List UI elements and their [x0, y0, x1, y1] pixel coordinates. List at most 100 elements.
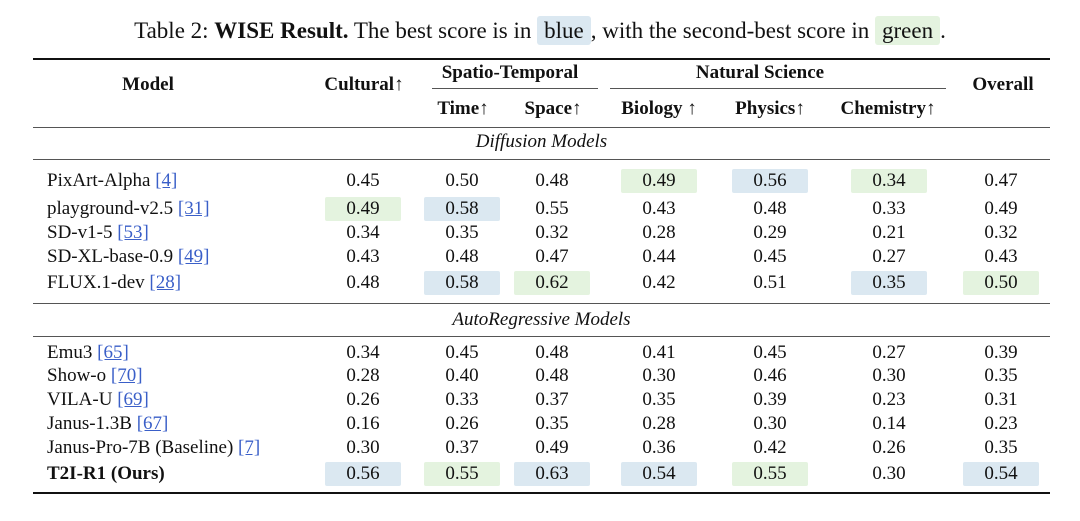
score-biology: 0.43: [642, 198, 676, 219]
score-overall: 0.54: [963, 462, 1039, 486]
score-physics: 0.39: [753, 389, 787, 410]
score-overall: 0.49: [984, 198, 1018, 219]
caption-title: WISE Result.: [214, 18, 349, 43]
model-label: Emu3: [47, 342, 98, 363]
natural-science-rule: [610, 88, 946, 89]
score-overall: 0.23: [984, 413, 1018, 434]
citation-link[interactable]: [67]: [136, 413, 169, 434]
top-rule: [33, 58, 1050, 60]
score-biology: 0.44: [642, 246, 676, 267]
score-chemistry: 0.14: [872, 413, 906, 434]
table-caption: Table 2: WISE Result. The best score is …: [0, 14, 1080, 48]
score-overall: 0.47: [984, 170, 1018, 191]
score-space: 0.48: [535, 365, 569, 386]
score-time: 0.40: [445, 365, 479, 386]
score-chemistry: 0.21: [872, 222, 906, 243]
score-physics: 0.48: [753, 198, 787, 219]
score-overall: 0.43: [984, 246, 1018, 267]
score-overall: 0.32: [984, 222, 1018, 243]
score-biology: 0.35: [642, 389, 676, 410]
spatio-temporal-rule: [432, 88, 598, 89]
score-physics: 0.30: [753, 413, 787, 434]
model-name: Janus-Pro-7B (Baseline) [7]: [47, 437, 260, 459]
citation-link[interactable]: [53]: [117, 222, 149, 243]
score-overall: 0.35: [984, 437, 1018, 458]
score-time: 0.37: [445, 437, 479, 458]
section-diffusion: Diffusion Models: [475, 131, 608, 152]
score-biology: 0.42: [642, 272, 676, 293]
header-cultural: Cultural↑: [324, 74, 404, 95]
score-time: 0.55: [424, 462, 500, 486]
score-cultural: 0.28: [346, 365, 380, 386]
score-physics: 0.56: [732, 169, 808, 193]
score-space: 0.35: [535, 413, 569, 434]
score-physics: 0.42: [753, 437, 787, 458]
citation-link[interactable]: [65]: [97, 342, 129, 363]
score-time: 0.45: [445, 342, 479, 363]
score-physics: 0.55: [732, 462, 808, 486]
caption-text-1: The best score is in: [348, 18, 538, 43]
score-cultural: 0.49: [325, 197, 401, 221]
score-chemistry: 0.35: [851, 271, 927, 295]
score-physics: 0.45: [753, 342, 787, 363]
model-label: Janus-Pro-7B (Baseline): [47, 437, 239, 458]
score-cultural: 0.34: [346, 222, 380, 243]
score-chemistry: 0.30: [872, 463, 906, 484]
score-overall: 0.35: [984, 365, 1018, 386]
score-time: 0.50: [445, 170, 479, 191]
citation-link[interactable]: [4]: [155, 170, 178, 191]
score-chemistry: 0.33: [872, 198, 906, 219]
citation-link[interactable]: [28]: [149, 272, 182, 293]
model-label: Janus-1.3B: [47, 413, 137, 434]
score-chemistry: 0.30: [872, 365, 906, 386]
header-rule: [33, 127, 1050, 128]
score-cultural: 0.56: [325, 462, 401, 486]
score-space: 0.37: [535, 389, 569, 410]
section-autoregressive: AutoRegressive Models: [452, 309, 631, 330]
citation-link[interactable]: [70]: [110, 365, 143, 386]
score-space: 0.48: [535, 170, 569, 191]
model-name: Show-o [70]: [47, 365, 143, 387]
score-biology: 0.28: [642, 413, 676, 434]
score-cultural: 0.43: [346, 246, 380, 267]
score-time: 0.58: [424, 197, 500, 221]
model-label: playground-v2.5: [47, 198, 178, 219]
score-physics: 0.29: [753, 222, 787, 243]
score-chemistry: 0.23: [872, 389, 906, 410]
score-space: 0.47: [535, 246, 569, 267]
autoregressive-rule: [33, 336, 1050, 337]
model-name: SD-XL-base-0.9 [49]: [47, 246, 210, 268]
score-physics: 0.51: [753, 272, 787, 293]
model-label: SD-v1-5: [47, 222, 118, 243]
score-space: 0.49: [535, 437, 569, 458]
score-physics: 0.46: [753, 365, 787, 386]
citation-link[interactable]: [7]: [238, 437, 261, 458]
header-space: Space↑: [524, 98, 582, 119]
score-time: 0.33: [445, 389, 479, 410]
score-biology: 0.49: [621, 169, 697, 193]
score-biology: 0.30: [642, 365, 676, 386]
model-label: FLUX.1-dev: [47, 272, 150, 293]
score-overall: 0.31: [984, 389, 1018, 410]
header-model: Model: [122, 74, 174, 95]
score-space: 0.63: [514, 462, 590, 486]
score-space: 0.48: [535, 342, 569, 363]
citation-link[interactable]: [31]: [177, 198, 210, 219]
score-overall: 0.50: [963, 271, 1039, 295]
header-overall: Overall: [972, 74, 1034, 95]
score-space: 0.62: [514, 271, 590, 295]
score-physics: 0.45: [753, 246, 787, 267]
citation-link[interactable]: [49]: [177, 246, 210, 267]
score-chemistry: 0.26: [872, 437, 906, 458]
score-cultural: 0.26: [346, 389, 380, 410]
model-label: VILA-U: [47, 389, 118, 410]
score-overall: 0.39: [984, 342, 1018, 363]
score-cultural: 0.16: [346, 413, 380, 434]
caption-prefix: Table 2:: [134, 18, 215, 43]
caption-text-3: .: [940, 18, 946, 43]
score-time: 0.48: [445, 246, 479, 267]
model-name: VILA-U [69]: [47, 389, 149, 411]
model-label: T2I-R1 (Ours): [47, 463, 165, 484]
score-chemistry: 0.27: [872, 342, 906, 363]
citation-link[interactable]: [69]: [117, 389, 149, 410]
